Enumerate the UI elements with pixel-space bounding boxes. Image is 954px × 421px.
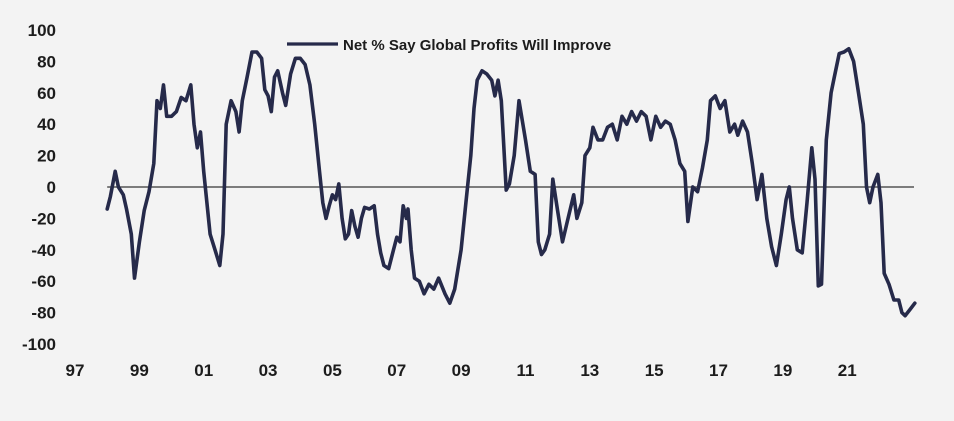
x-tick-label: 09 (452, 361, 471, 380)
y-tick-label: -20 (31, 209, 56, 228)
y-tick-label: 60 (37, 84, 56, 103)
series-line (105, 47, 917, 318)
y-tick-label: 20 (37, 147, 56, 166)
y-tick-label: -40 (31, 241, 56, 260)
x-axis-ticks: 97 99 01 03 05 07 09 11 13 15 17 19 21 (66, 361, 857, 380)
x-tick-label: 17 (709, 361, 728, 380)
x-tick-label: 07 (387, 361, 406, 380)
x-tick-label: 05 (323, 361, 342, 380)
x-tick-label: 13 (580, 361, 599, 380)
legend-label: Net % Say Global Profits Will Improve (343, 37, 611, 54)
x-tick-label: 19 (773, 361, 792, 380)
y-tick-label: 80 (37, 52, 56, 71)
y-tick-label: 100 (28, 21, 56, 40)
y-tick-label: -100 (22, 335, 56, 354)
y-tick-label: -80 (31, 304, 56, 323)
x-tick-label: 03 (259, 361, 278, 380)
x-tick-label: 21 (838, 361, 857, 380)
x-tick-label: 99 (130, 361, 149, 380)
legend: Net % Say Global Profits Will Improve (287, 37, 611, 54)
y-tick-label: -60 (31, 272, 56, 291)
y-axis-ticks: 100 80 60 40 20 0 -20 -40 -60 -80 -100 (22, 21, 56, 354)
y-tick-label: 0 (47, 178, 56, 197)
y-tick-label: 40 (37, 115, 56, 134)
x-tick-label: 01 (194, 361, 213, 380)
x-tick-label: 11 (516, 361, 534, 380)
x-tick-label: 97 (66, 361, 85, 380)
x-tick-label: 15 (645, 361, 664, 380)
